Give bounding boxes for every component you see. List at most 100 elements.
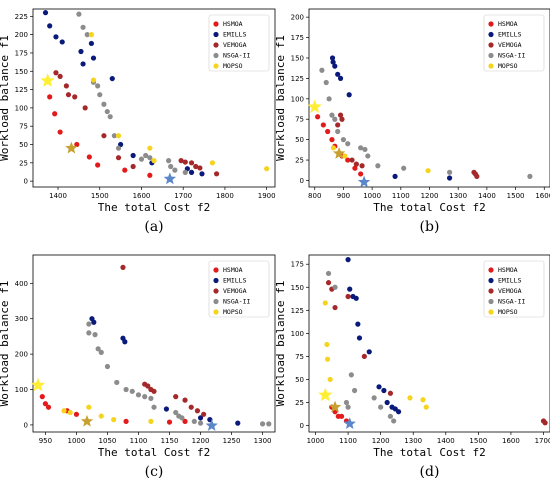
legend-marker [213,31,219,38]
data-point [329,112,335,118]
data-point [163,406,170,412]
y-tick-label: 25 [295,157,304,165]
data-point [259,421,266,427]
x-axis-label: The total Cost f2 [98,446,211,459]
data-point [358,145,364,151]
data-point [407,395,413,401]
x-tick-label: 1150 [161,437,179,445]
data-point [166,158,172,164]
data-point [329,55,336,61]
data-point [90,55,97,61]
star-marker-hsmoa [163,172,177,185]
data-point [320,122,326,128]
y-tick-label: 50 [295,136,304,144]
data-point [345,141,351,147]
panel-caption: (d) [420,464,440,478]
data-point [188,169,195,175]
data-point [104,108,110,115]
y-tick-label: 50 [295,376,304,384]
series-emills [42,10,205,177]
legend-marker [488,63,494,69]
data-point [122,339,128,345]
data-point [391,418,397,424]
legend-entry: MOPSO [498,62,518,70]
data-point [356,335,363,341]
legend-marker [213,63,219,69]
series-vemoga [53,70,220,177]
y-tick-label: 25 [19,159,28,167]
data-point [371,395,377,401]
data-point [95,162,101,168]
legend-marker [213,267,219,273]
data-point [86,154,92,160]
x-tick-label: 1500 [469,437,487,445]
data-point [173,394,179,400]
star-marker-hsmoa [343,417,356,429]
data-point [335,128,341,135]
series-hsmoa [39,394,188,425]
data-point [72,94,78,100]
legend-entry: HSMOA [223,20,243,28]
data-point [346,92,352,98]
x-tick-label: 1500 [507,192,525,200]
legend-entry: NSGA-II [223,52,250,60]
data-point [325,128,331,135]
data-point [193,163,199,170]
data-point [129,388,135,394]
series-nsga-ii [76,11,188,175]
legend-entry: MOPSO [498,308,518,316]
data-point [327,376,333,383]
legend-entry: HSMOA [223,266,243,274]
data-point [387,390,394,396]
data-point [197,165,203,171]
data-point [148,418,154,424]
data-point [86,321,92,327]
legend-box [483,14,545,72]
data-point [361,353,367,360]
data-point [74,141,80,148]
data-point [329,137,335,143]
y-tick-label: 0 [24,421,28,429]
series-hsmoa [47,94,153,178]
x-tick-label: 1200 [192,437,210,445]
data-point [104,363,111,370]
data-point [358,171,364,177]
y-tick-label: 200 [15,31,28,39]
data-point [80,61,86,67]
data-point [345,257,351,263]
data-point [353,161,359,167]
series-mopso [322,300,429,410]
data-point [423,404,429,410]
data-point [123,386,129,393]
data-point [474,173,480,179]
legend-entry: VEMOGA [498,41,522,49]
star-marker-hsmoa [205,419,218,431]
x-tick-label: 1700 [174,192,192,200]
data-point [335,71,341,77]
legend: HSMOA EMILLS VEMOGA NSGA-II MOPSO [208,14,270,72]
x-tick-label: 1400 [49,192,67,200]
data-point [166,419,173,425]
legend-entry: EMILLS [498,277,522,285]
legend-marker [488,52,494,59]
legend-entry: NSGA-II [223,298,250,306]
legend-marker [488,267,494,273]
y-tick-label: 300 [15,315,28,323]
data-point [88,32,95,38]
data-point [138,156,145,162]
legend-entry: EMILLS [223,31,247,39]
data-point [182,169,188,175]
data-point [395,409,402,415]
data-point [107,114,113,120]
data-point [527,173,533,179]
legend-marker [488,277,494,284]
x-tick-label: 1050 [99,437,117,445]
data-point [330,145,336,151]
y-tick-label: 75 [295,353,304,361]
series-mopso [330,145,431,174]
panel-caption: (a) [144,219,163,235]
data-point [90,77,97,83]
y-tick-label: 0 [24,178,28,186]
plot-frame [32,254,276,433]
data-point [47,94,53,100]
